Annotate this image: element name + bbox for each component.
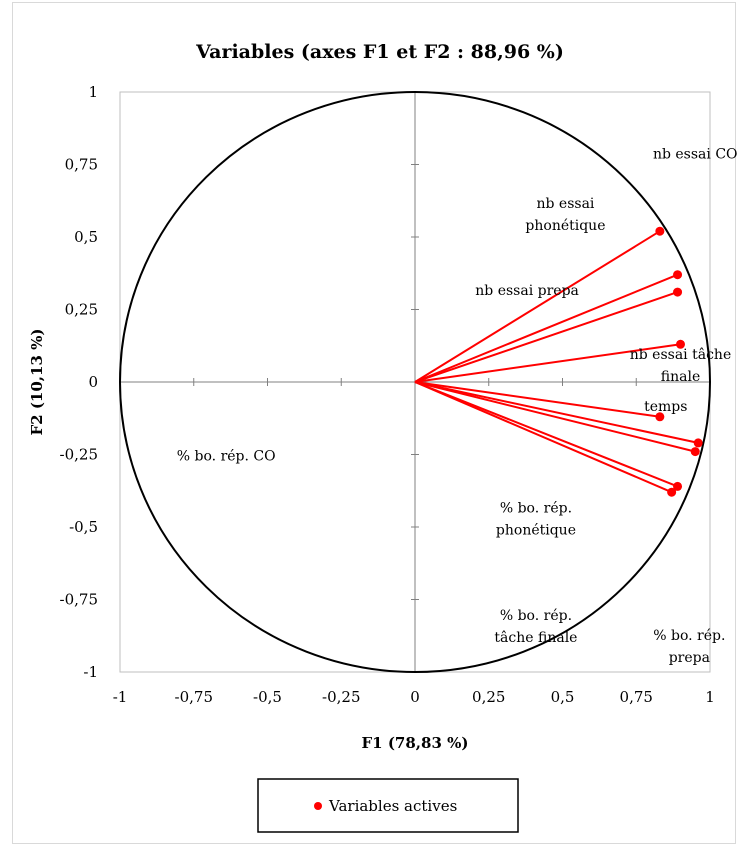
y-tick-label: -0,25 bbox=[60, 446, 98, 464]
variable-label-line: nb essai CO bbox=[653, 147, 738, 163]
variable-vector bbox=[414, 381, 678, 488]
variable-vector bbox=[414, 381, 696, 453]
variable-vector bbox=[414, 273, 678, 383]
variable-vectors bbox=[414, 230, 699, 494]
variable-label-line: temps bbox=[644, 399, 687, 415]
legend-marker bbox=[314, 802, 322, 810]
variable-point bbox=[673, 270, 683, 280]
chart-title: Variables (axes F1 et F2 : 88,96 %) bbox=[195, 41, 564, 63]
variable-label-line: % bo. rép. bbox=[500, 608, 572, 624]
variable-point bbox=[690, 447, 700, 457]
variable-label: % bo. rép. tâche finale bbox=[494, 608, 577, 646]
x-tick-label: 0,75 bbox=[620, 688, 653, 706]
variable-point bbox=[693, 438, 703, 448]
y-tick-label: 0,75 bbox=[65, 156, 98, 174]
variable-label: temps bbox=[644, 399, 687, 415]
unit-circle bbox=[119, 91, 711, 673]
variable-point bbox=[673, 481, 683, 491]
y-tick-label: 0 bbox=[88, 373, 98, 391]
variable-label-line: prepa bbox=[669, 650, 710, 666]
variable-point bbox=[673, 287, 683, 297]
correlation-circle bbox=[119, 91, 711, 673]
variable-vector bbox=[414, 381, 660, 418]
variable-label-line: % bo. rép. CO bbox=[177, 448, 276, 464]
variable-label: nb essai tâche finale bbox=[630, 347, 731, 385]
y-tick-label: 0,25 bbox=[65, 301, 98, 319]
variable-vector bbox=[414, 230, 661, 383]
variable-label-line: nb essai prepa bbox=[475, 283, 579, 299]
x-tick-label: 0,5 bbox=[551, 688, 575, 706]
x-tick-label: 0 bbox=[410, 688, 420, 706]
legend-label: Variables actives bbox=[328, 797, 457, 815]
variable-vector bbox=[414, 343, 681, 383]
variable-label: nb essai prepa bbox=[475, 283, 579, 299]
variable-label: nb essai phonétique bbox=[525, 196, 605, 234]
variable-label: % bo. rép. CO bbox=[177, 448, 276, 464]
variable-label: % bo. rép. prepa bbox=[653, 628, 725, 666]
variable-vector bbox=[414, 381, 699, 444]
variable-point bbox=[676, 339, 685, 349]
variable-label-line: phonétique bbox=[525, 218, 605, 234]
variable-label-line: nb essai tâche bbox=[630, 347, 731, 363]
y-tick-labels: 1 0,75 0,5 0,25 0 -0,25 -0,5 -0,75 -1 bbox=[60, 83, 98, 681]
y-tick-label: -0,5 bbox=[69, 518, 98, 536]
x-tick-label: 0,25 bbox=[472, 688, 505, 706]
variable-point bbox=[667, 487, 677, 497]
variable-label-line: finale bbox=[661, 369, 700, 385]
y-axis-title: F2 (10,13 %) bbox=[28, 329, 46, 436]
variable-label: nb essai CO bbox=[653, 147, 738, 163]
chart-frame bbox=[12, 2, 736, 844]
x-tick-label: -1 bbox=[113, 688, 128, 706]
x-axis-title: F1 (78,83 %) bbox=[362, 734, 469, 752]
y-tick-label: -1 bbox=[83, 663, 98, 681]
variable-point bbox=[655, 226, 665, 236]
variable-label-line: % bo. rép. bbox=[500, 501, 572, 517]
legend: Variables actives bbox=[257, 778, 519, 833]
legend-box bbox=[257, 778, 519, 833]
x-tick-label: 1 bbox=[705, 688, 715, 706]
y-tick-label: -0,75 bbox=[60, 591, 98, 609]
y-tick-label: 0,5 bbox=[74, 228, 98, 246]
x-tick-label: -0,25 bbox=[322, 688, 360, 706]
variable-vector bbox=[414, 381, 673, 494]
y-tick-label: 1 bbox=[88, 83, 98, 101]
variable-point bbox=[655, 412, 665, 422]
x-tick-label: -0,75 bbox=[175, 688, 213, 706]
variable-label-line: nb essai bbox=[536, 196, 594, 212]
variable-label: % bo. rép. phonétique bbox=[496, 501, 576, 539]
variable-vector bbox=[414, 291, 678, 383]
variable-label-line: % bo. rép. bbox=[653, 628, 725, 644]
x-tick-labels: -1 -0,75 -0,5 -0,25 0 0,25 0,5 0,75 1 bbox=[113, 688, 715, 706]
variable-points bbox=[655, 226, 703, 497]
variable-label-line: phonétique bbox=[496, 523, 576, 539]
variable-label-line: tâche finale bbox=[494, 630, 577, 646]
x-tick-label: -0,5 bbox=[253, 688, 282, 706]
variable-labels: nb essai CO nb essai phonétique nb essai pr… bbox=[177, 147, 738, 666]
